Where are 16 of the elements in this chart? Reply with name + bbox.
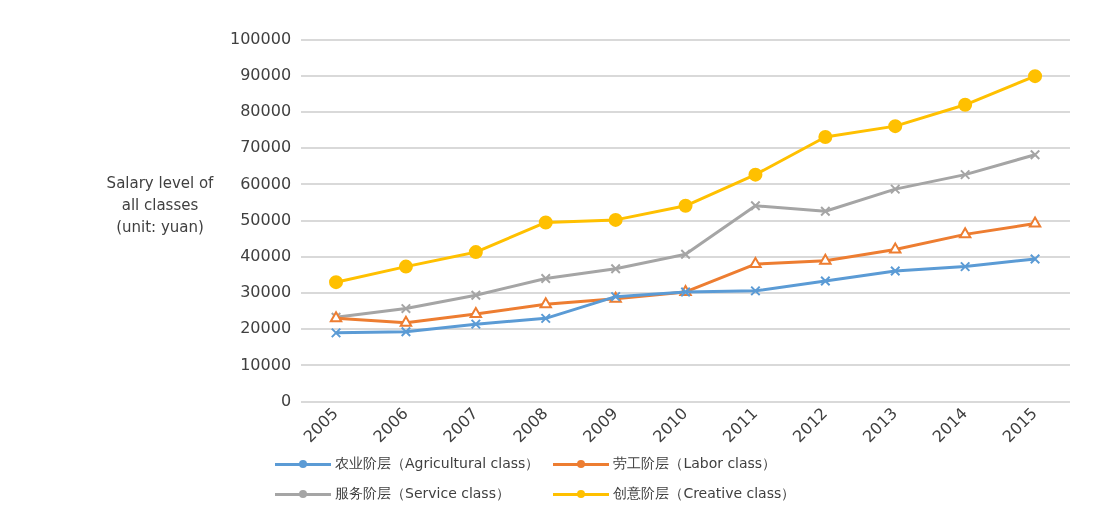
legend-label: 服务阶层（Service class） [335,485,510,503]
y-tick-label: 30000 [240,282,292,302]
y-tick-label: 80000 [240,101,292,121]
legend-label: 农业阶层（Agricultural class） [335,455,540,473]
y-tick-label: 0 [280,390,292,410]
y-tick-label: 40000 [240,245,292,265]
y-tick-label: 100000 [230,28,292,48]
y-axis-title: Salary level of all classes (unit: yuan) [105,173,215,238]
legend-label: 劳工阶层（Labor class） [613,455,777,473]
y-tick-label: 50000 [240,209,292,229]
y-tick-label: 10000 [240,354,292,374]
y-tick-label: 20000 [240,318,292,338]
y-tick-label: 60000 [240,173,292,193]
y-tick-label: 70000 [240,137,292,157]
legend-label: 创意阶层（Creative class） [613,485,796,503]
y-tick-label: 90000 [240,64,292,84]
